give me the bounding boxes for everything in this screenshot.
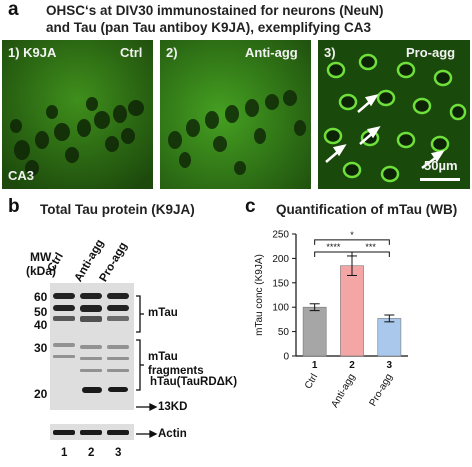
micrograph-ctrl — [2, 40, 153, 189]
significance-ctrl-pro-bracket — [314, 239, 390, 245]
panel-b-title: Total Tau protein (K9JA) — [40, 202, 195, 217]
y-tick-label: 250 — [272, 230, 289, 241]
bar-pro-agg — [377, 318, 402, 357]
annotation-htau: hTau(TauRDΔK) — [150, 376, 238, 388]
marker-30: 30 — [34, 341, 48, 355]
y-tick-label: 100 — [272, 303, 289, 314]
panel-c-letter: c — [245, 196, 256, 217]
annotation-13kd: 13KD — [158, 401, 188, 413]
significance-ctrl-anti-bracket — [314, 251, 353, 258]
scale-bar-label: 50µm — [424, 158, 458, 173]
panel-a-title-line2: and Tau (pan Tau antiboy K9JA), exemplif… — [46, 20, 372, 35]
lane-number-1: 1 — [61, 447, 68, 459]
y-tick-label: 0 — [283, 352, 289, 363]
kda-label: (kDa) — [26, 264, 57, 278]
western-blot — [50, 283, 134, 410]
bar-anti-agg — [340, 265, 364, 357]
category-label: Anti-agg — [329, 372, 357, 410]
panel-a-title-line1: OHSC‘s at DIV30 immunostained for neuron… — [46, 3, 384, 18]
category-label: Pro-agg — [368, 372, 395, 408]
panel-c-title: Quantification of mTau (WB) — [276, 202, 458, 217]
actin-blot — [50, 424, 134, 440]
annotation-fragments-line1: mTau — [148, 351, 178, 363]
y-axis-label: mTau conc (K9JA) — [254, 254, 265, 336]
category-label: Ctrl — [303, 372, 320, 391]
marker-60: 60 — [34, 290, 48, 304]
lane-number-3: 3 — [115, 447, 122, 459]
significance-anti-pro-label: *** — [365, 242, 376, 252]
micrograph-1-condition: Ctrl — [120, 45, 143, 60]
panel-a-letter: a — [8, 0, 19, 20]
marker-40: 40 — [34, 318, 48, 332]
category-number: 2 — [349, 360, 355, 371]
significance-ctrl-anti-label: **** — [326, 242, 341, 252]
category-number: 3 — [387, 360, 393, 371]
micrograph-1-label: 1) K9JA — [8, 45, 57, 60]
micrograph-2-condition: Anti-agg — [245, 45, 298, 60]
annotation-actin: Actin — [158, 428, 187, 440]
micrograph-3-condition: Pro-agg — [406, 45, 456, 60]
y-tick-label: 150 — [272, 278, 289, 289]
significance-ctrl-pro-label: * — [350, 230, 354, 240]
micrograph-3-label: 3) — [324, 45, 336, 60]
significance-anti-pro-bracket — [351, 251, 390, 258]
micrograph-anti-agg — [160, 40, 311, 189]
micrograph-pro-agg — [318, 40, 470, 189]
category-number: 1 — [312, 360, 318, 371]
y-tick-label: 200 — [272, 254, 289, 265]
scale-bar — [420, 178, 460, 181]
micrograph-1-region: CA3 — [8, 168, 35, 183]
micrograph-2-label: 2) — [166, 45, 178, 60]
annotation-fragments-line2: fragments — [148, 365, 204, 377]
blot-brackets — [136, 295, 158, 439]
panel-b-letter: b — [8, 196, 20, 217]
lane-number-2: 2 — [88, 447, 95, 459]
y-tick-label: 50 — [278, 327, 290, 338]
marker-20: 20 — [34, 387, 48, 401]
marker-50: 50 — [34, 305, 48, 319]
mw-label: MW — [30, 250, 52, 264]
bar-ctrl — [302, 306, 327, 357]
annotation-mtau: mTau — [148, 307, 178, 319]
